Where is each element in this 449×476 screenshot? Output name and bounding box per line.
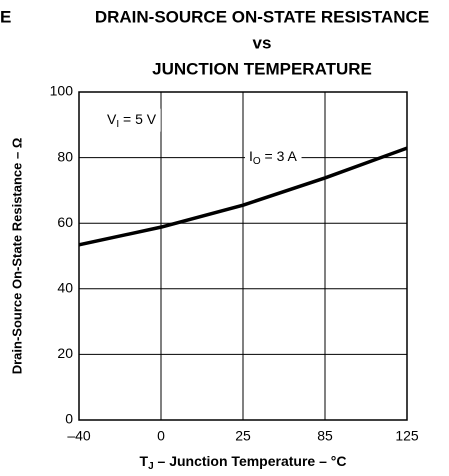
chart-title: DRAIN-SOURCE ON-STATE RESISTANCE xyxy=(95,7,429,26)
annotation: IO = 3 A xyxy=(249,148,298,167)
y-tick-label: 20 xyxy=(57,345,73,361)
cut-caption: E xyxy=(0,7,11,26)
data-line xyxy=(78,146,408,247)
plot-frame xyxy=(78,91,408,421)
annotation: VI = 5 V xyxy=(107,111,157,130)
y-tick-label: 40 xyxy=(57,280,73,296)
x-tick-label: –40 xyxy=(67,428,91,444)
x-tick-label: 0 xyxy=(157,428,165,444)
x-axis-label-sub: J xyxy=(148,461,154,472)
annotation-main: I xyxy=(249,148,253,164)
annotation-rest: = 3 A xyxy=(261,148,298,164)
x-tick-label: 25 xyxy=(235,428,251,444)
y-tick-label: 80 xyxy=(57,148,73,164)
x-tick-label: 125 xyxy=(395,428,419,444)
chart-title: vs xyxy=(253,33,272,52)
chart-title: JUNCTION TEMPERATURE xyxy=(152,59,372,78)
label-background xyxy=(103,108,161,132)
annotation-rest: = 5 V xyxy=(119,111,157,127)
annotation-sub: I xyxy=(116,119,119,130)
x-tick-label: 85 xyxy=(317,428,333,444)
annotation-sub: O xyxy=(253,156,261,167)
x-axis-label: TJ – Junction Temperature – °C xyxy=(140,453,347,472)
x-axis-label-main: T xyxy=(140,453,149,469)
y-tick-label: 60 xyxy=(57,214,73,230)
y-tick-label: 100 xyxy=(50,83,74,99)
y-axis-label: Drain-Source On-State Resistance – Ω xyxy=(9,138,24,375)
x-axis-label-rest: – Junction Temperature – °C xyxy=(154,453,347,469)
annotation-main: V xyxy=(107,111,117,127)
label-background xyxy=(245,145,302,169)
y-tick-label: 0 xyxy=(65,411,73,427)
